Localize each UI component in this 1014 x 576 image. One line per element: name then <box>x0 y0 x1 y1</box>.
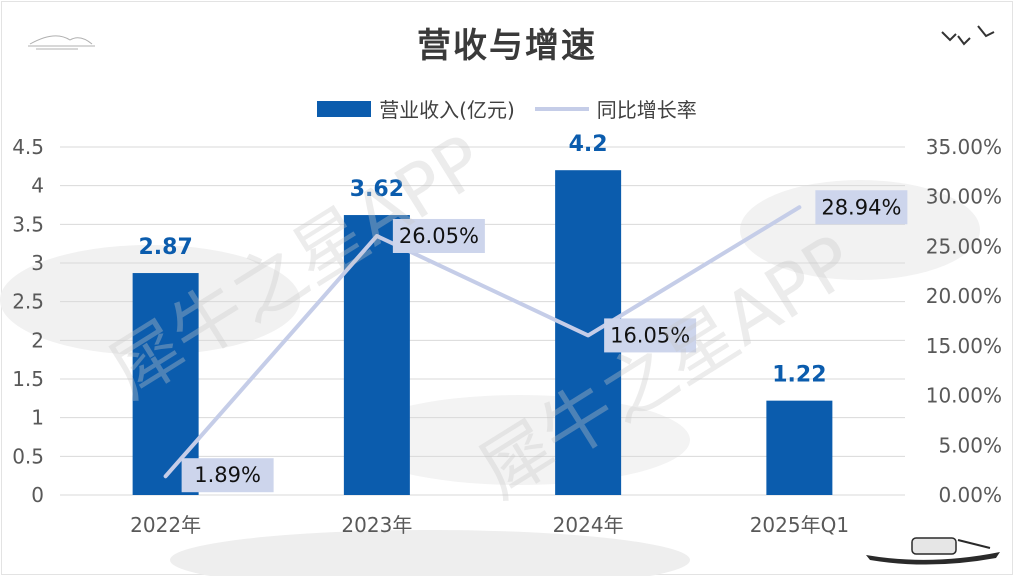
y-left-tick-label: 2.5 <box>12 290 44 314</box>
bar-value-label: 4.2 <box>569 132 608 157</box>
y-left-tick-label: 4 <box>31 174 44 198</box>
x-tick-label: 2024年 <box>553 513 624 537</box>
growth-value-label: 28.94% <box>821 195 901 219</box>
legend-revenue-label: 营业收入(亿元) <box>379 98 515 122</box>
birds-icon <box>941 25 995 46</box>
legend: 营业收入(亿元) 同比增长率 <box>0 94 1014 123</box>
y-left-tick-label: 3 <box>31 251 44 275</box>
growth-value-label: 1.89% <box>194 463 261 487</box>
boat-icon <box>866 537 1000 565</box>
mountain-icon <box>28 35 95 50</box>
growth-label-box <box>815 190 908 225</box>
legend-line-swatch <box>534 106 589 111</box>
y-left-tick-label: 0 <box>31 483 44 507</box>
revenue-bar <box>343 215 410 495</box>
revenue-bar <box>132 273 199 495</box>
growth-line <box>163 205 802 479</box>
growth-value-label: 26.05% <box>399 224 479 248</box>
x-tick-label: 2022年 <box>130 513 201 537</box>
y-left-tick-label: 1.5 <box>12 367 44 391</box>
y-right-tick-label: 30.00% <box>926 185 1002 209</box>
y-left-tick-label: 2 <box>31 328 44 352</box>
growth-value-label: 16.05% <box>610 323 690 347</box>
growth-label-box <box>181 458 274 493</box>
growth-label-box <box>604 318 697 353</box>
ink-wash-right <box>740 180 980 280</box>
chart-title: 营收与增速 <box>417 26 597 66</box>
ink-wash-bottom <box>170 530 690 576</box>
y-left-tick-label: 0.5 <box>12 444 44 468</box>
y-right-tick-label: 5.00% <box>938 433 1002 457</box>
x-tick-label: 2025年Q1 <box>750 513 849 537</box>
revenue-bar <box>766 400 833 495</box>
legend-growth-label: 同比增长率 <box>596 98 697 122</box>
y-left-tick-label: 1 <box>31 406 44 430</box>
y-right-tick-label: 20.00% <box>926 284 1002 308</box>
y-left-tick-label: 4.5 <box>12 135 44 159</box>
growth-label-box <box>392 218 485 253</box>
y-right-tick-label: 35.00% <box>926 135 1002 159</box>
y-right-tick-label: 25.00% <box>926 234 1002 258</box>
y-right-tick-label: 0.00% <box>938 483 1002 507</box>
y-right-tick-label: 15.00% <box>926 334 1002 358</box>
bar-value-label: 2.87 <box>138 235 192 260</box>
y-left-tick-label: 3.5 <box>12 212 44 236</box>
y-right-tick-label: 10.00% <box>926 384 1002 408</box>
legend-bar-swatch <box>317 100 372 117</box>
legend-item-revenue: 营业收入(亿元) <box>317 94 515 123</box>
x-tick-label: 2023年 <box>341 513 412 537</box>
bar-value-label: 1.22 <box>772 363 826 388</box>
legend-item-growth: 同比增长率 <box>534 94 697 123</box>
bar-value-label: 3.62 <box>350 177 404 202</box>
